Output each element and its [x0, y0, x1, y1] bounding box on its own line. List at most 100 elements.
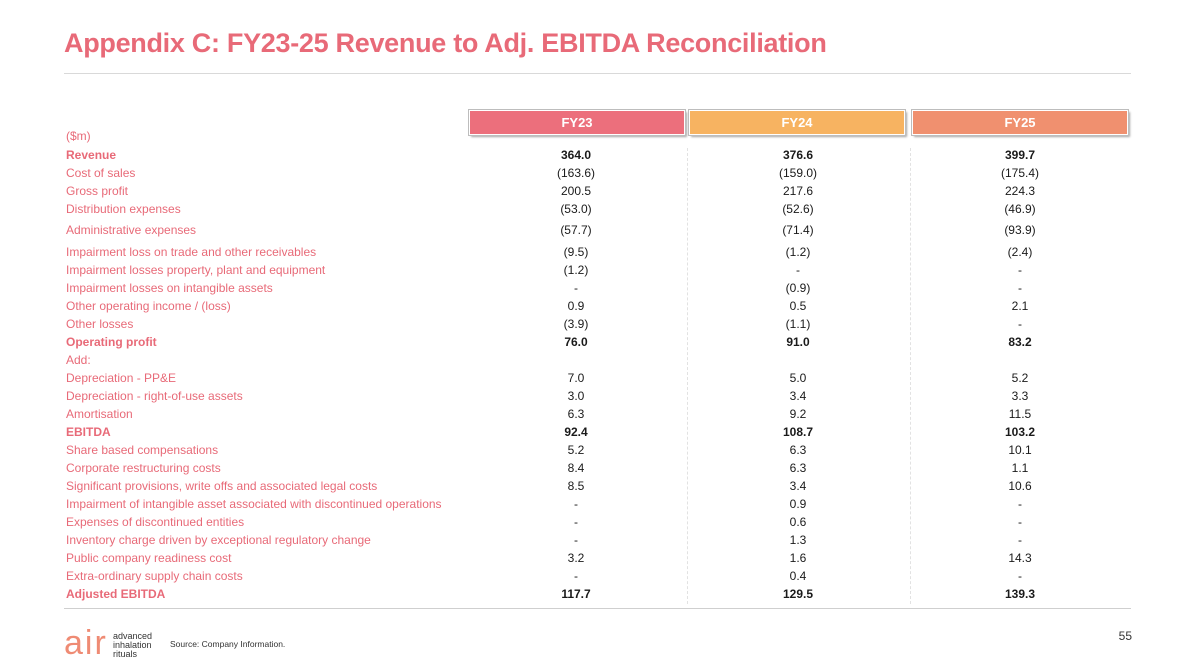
row-label: Depreciation - right-of-use assets: [66, 389, 243, 403]
row-label: Expenses of discontinued entities: [66, 515, 245, 529]
value-cell: 1.3: [789, 533, 807, 547]
table-row: Expenses of discontinued entities - 0.6 -: [0, 513, 1196, 531]
value-cell: (159.0): [778, 166, 818, 180]
row-label: Cost of sales: [66, 166, 136, 180]
row-label: Share based compensations: [66, 443, 219, 457]
table-row: Impairment losses property, plant and eq…: [0, 261, 1196, 279]
row-label: Other losses: [66, 317, 134, 331]
value-cell: 3.0: [567, 389, 585, 403]
table-row: Add:: [0, 351, 1196, 369]
table-row: Impairment losses on intangible assets - (…: [0, 279, 1196, 297]
value-cell: -: [574, 533, 578, 547]
value-cell: 3.4: [789, 389, 807, 403]
company-logo: air: [64, 624, 108, 662]
value-cell: 399.7: [1004, 148, 1036, 162]
row-label: Other operating income / (loss): [66, 299, 231, 313]
footer-divider: [64, 608, 1131, 609]
table-row: Adjusted EBITDA 117.7 129.5 139.3: [0, 585, 1196, 603]
value-cell: -: [1018, 515, 1022, 529]
row-label: Gross profit: [66, 184, 129, 198]
value-cell: 7.0: [567, 371, 585, 385]
value-cell: 117.7: [561, 587, 591, 601]
value-cell: (3.9): [563, 317, 589, 331]
value-cell: 108.7: [782, 425, 814, 439]
value-cell: (46.9): [1004, 202, 1036, 216]
table-row: Revenue 364.0 376.6 399.7: [0, 146, 1196, 164]
value-cell: 92.4: [564, 425, 588, 439]
table-row: Administrative expenses (57.7) (71.4) (93.9…: [0, 221, 1196, 239]
value-cell: 224.3: [1004, 184, 1036, 198]
value-cell: 103.2: [1004, 425, 1036, 439]
value-cell: 3.2: [567, 551, 585, 565]
table-row: Corporate restructuring costs 8.4 6.3 1.1: [0, 459, 1196, 477]
table-row: Extra-ordinary supply chain costs - 0.4 -: [0, 567, 1196, 585]
value-cell: (52.6): [782, 202, 814, 216]
value-cell: 3.3: [1011, 389, 1029, 403]
table-row: Gross profit 200.5 217.6 224.3: [0, 182, 1196, 200]
table-row: Other operating income / (loss) 0.9 0.5 2.1: [0, 297, 1196, 315]
logo-tagline-line: advanced: [113, 631, 153, 641]
value-cell: (93.9): [1004, 223, 1036, 237]
row-label: Operating profit: [66, 335, 157, 349]
value-cell: 364.0: [560, 148, 592, 162]
value-cell: 5.2: [567, 443, 585, 457]
column-header-fy25: FY25: [911, 109, 1129, 136]
table-row: Share based compensations 5.2 6.3 10.1: [0, 441, 1196, 459]
table-row: Distribution expenses (53.0) (52.6) (46.9): [0, 200, 1196, 218]
value-cell: -: [1018, 263, 1022, 277]
value-cell: -: [1018, 533, 1022, 547]
value-cell: 376.6: [782, 148, 814, 162]
value-cell: -: [574, 515, 578, 529]
table-row: EBITDA 92.4 108.7 103.2: [0, 423, 1196, 441]
value-cell: 129.5: [782, 587, 814, 601]
value-cell: (0.9): [785, 281, 811, 295]
table-row: Cost of sales (163.6) (159.0) (175.4): [0, 164, 1196, 182]
value-cell: 2.1: [1011, 299, 1029, 313]
row-label: Impairment of intangible asset associate…: [66, 497, 442, 511]
value-cell: 6.3: [789, 443, 807, 457]
value-cell: -: [574, 569, 578, 583]
logo-tagline: advanced inhalation rituals: [113, 632, 152, 659]
value-cell: 6.3: [789, 461, 807, 475]
value-cell: 9.2: [789, 407, 807, 421]
row-label: Revenue: [66, 148, 117, 162]
source-note: Source: Company Information.: [170, 639, 286, 649]
value-cell: 5.2: [1011, 371, 1029, 385]
value-cell: 91.0: [786, 335, 810, 349]
column-divider: [687, 148, 688, 604]
value-cell: -: [574, 281, 578, 295]
value-cell: (71.4): [782, 223, 814, 237]
column-divider: [910, 148, 911, 604]
row-label: Extra-ordinary supply chain costs: [66, 569, 243, 583]
table-row: Depreciation - PP&E 7.0 5.0 5.2: [0, 369, 1196, 387]
value-cell: -: [1018, 569, 1022, 583]
logo-tagline-line: inhalation: [113, 640, 152, 650]
row-label: Administrative expenses: [66, 223, 197, 237]
value-cell: (175.4): [1000, 166, 1040, 180]
value-cell: 1.6: [789, 551, 807, 565]
value-cell: (2.4): [1007, 245, 1033, 259]
row-label: Impairment losses on intangible assets: [66, 281, 273, 295]
table-row: Amortisation 6.3 9.2 11.5: [0, 405, 1196, 423]
row-label: Distribution expenses: [66, 202, 181, 216]
value-cell: -: [796, 263, 800, 277]
value-cell: 200.5: [560, 184, 592, 198]
value-cell: 76.0: [564, 335, 588, 349]
row-label: EBITDA: [66, 425, 111, 439]
value-cell: 10.1: [1008, 443, 1032, 457]
value-cell: 0.9: [567, 299, 585, 313]
table-row: Public company readiness cost 3.2 1.6 14.3: [0, 549, 1196, 567]
value-cell: (1.2): [563, 263, 589, 277]
table-row: Significant provisions, write offs and a…: [0, 477, 1196, 495]
value-cell: (163.6): [556, 166, 596, 180]
value-cell: (1.2): [785, 245, 811, 259]
row-label: Adjusted EBITDA: [66, 587, 166, 601]
value-cell: 1.1: [1011, 461, 1029, 475]
table-row: Inventory charge driven by exceptional r…: [0, 531, 1196, 549]
value-cell: 217.6: [782, 184, 814, 198]
table-row: Operating profit 76.0 91.0 83.2: [0, 333, 1196, 351]
row-label: Inventory charge driven by exceptional r…: [66, 533, 371, 547]
value-cell: 10.6: [1008, 479, 1032, 493]
value-cell: (9.5): [563, 245, 589, 259]
value-cell: (53.0): [560, 202, 592, 216]
